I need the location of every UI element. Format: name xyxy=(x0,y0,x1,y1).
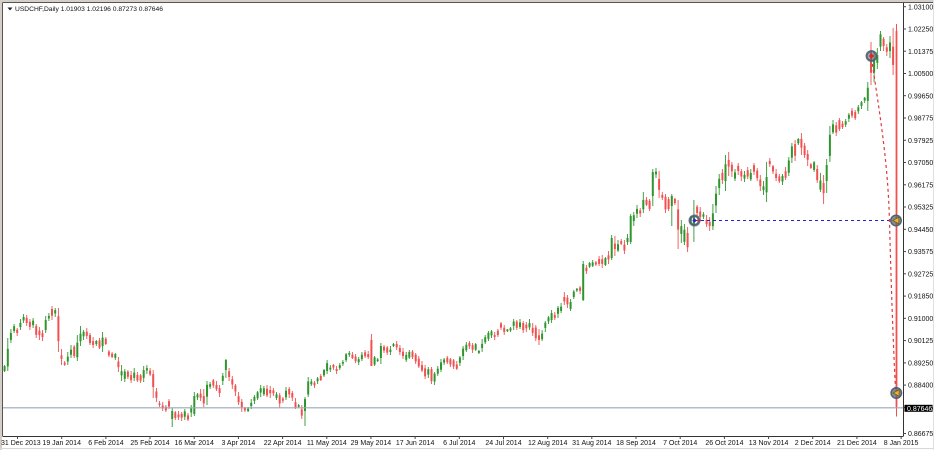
svg-text:0.91850: 0.91850 xyxy=(908,294,933,301)
svg-text:0.94450: 0.94450 xyxy=(908,227,933,234)
svg-text:21 Dec 2014: 21 Dec 2014 xyxy=(837,440,877,447)
svg-text:31 Dec 2013: 31 Dec 2013 xyxy=(1,440,41,447)
svg-text:0.91000: 0.91000 xyxy=(908,316,933,323)
svg-text:26 Oct 2014: 26 Oct 2014 xyxy=(705,440,743,447)
svg-text:0.93575: 0.93575 xyxy=(908,249,933,256)
svg-text:0.87646: 0.87646 xyxy=(907,406,932,413)
svg-text:17 Jun 2014: 17 Jun 2014 xyxy=(396,440,435,447)
svg-text:0.95325: 0.95325 xyxy=(908,205,933,212)
svg-text:18 Sep 2014: 18 Sep 2014 xyxy=(616,440,656,447)
svg-text:0.98775: 0.98775 xyxy=(908,116,933,123)
svg-text:2 Dec 2014: 2 Dec 2014 xyxy=(795,440,831,447)
svg-text:16 Mar 2014: 16 Mar 2014 xyxy=(175,440,214,447)
svg-text:3 Apr 2014: 3 Apr 2014 xyxy=(221,440,255,447)
svg-text:31 Aug 2014: 31 Aug 2014 xyxy=(572,440,611,447)
svg-text:19 Jan 2014: 19 Jan 2014 xyxy=(42,440,81,447)
svg-text:22 Apr 2014: 22 Apr 2014 xyxy=(264,440,302,447)
svg-text:0.97925: 0.97925 xyxy=(908,138,933,145)
svg-text:6 Jul 2014: 6 Jul 2014 xyxy=(443,440,475,447)
svg-text:0.92725: 0.92725 xyxy=(908,271,933,278)
svg-text:0.86675: 0.86675 xyxy=(908,431,933,438)
svg-text:0.89250: 0.89250 xyxy=(908,361,933,368)
svg-text:1.01375: 1.01375 xyxy=(908,49,933,56)
svg-text:7 Oct 2014: 7 Oct 2014 xyxy=(663,440,697,447)
svg-text:12 Aug 2014: 12 Aug 2014 xyxy=(528,440,567,447)
svg-text:0.90125: 0.90125 xyxy=(908,338,933,345)
svg-text:6 Feb 2014: 6 Feb 2014 xyxy=(88,440,124,447)
svg-text:USDCHF,Daily 1.01903 1.02196: USDCHF,Daily 1.01903 1.02196 0.87273 0.8… xyxy=(15,6,163,13)
svg-text:8 Jan 2015: 8 Jan 2015 xyxy=(884,440,919,447)
svg-text:1.03100: 1.03100 xyxy=(908,4,933,11)
svg-text:29 May 2014: 29 May 2014 xyxy=(351,440,392,447)
svg-text:1.00500: 1.00500 xyxy=(908,71,933,78)
svg-text:0.96175: 0.96175 xyxy=(908,182,933,189)
svg-text:25 Feb 2014: 25 Feb 2014 xyxy=(130,440,169,447)
svg-text:1.02250: 1.02250 xyxy=(908,27,933,34)
svg-text:11 May 2014: 11 May 2014 xyxy=(307,440,347,447)
svg-text:0.88400: 0.88400 xyxy=(908,383,933,390)
svg-text:24 Jul 2014: 24 Jul 2014 xyxy=(485,440,521,447)
svg-text:0.99650: 0.99650 xyxy=(908,93,933,100)
svg-text:13 Nov 2014: 13 Nov 2014 xyxy=(749,440,789,447)
svg-text:0.97050: 0.97050 xyxy=(908,160,933,167)
